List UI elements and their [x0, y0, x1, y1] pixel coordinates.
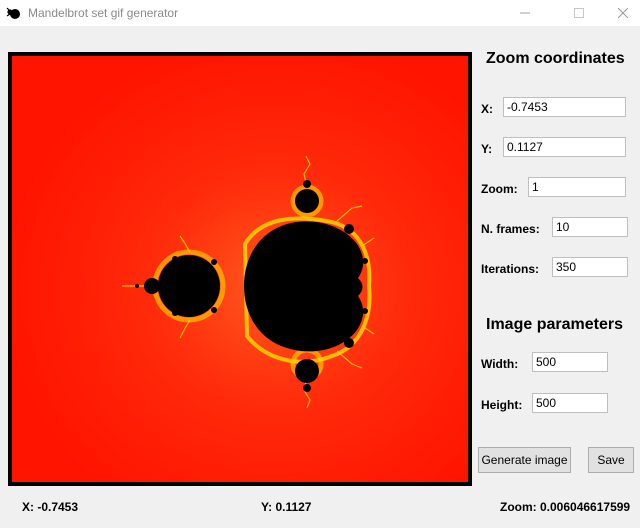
window-title: Mandelbrot set gif generator [28, 6, 179, 20]
save-button[interactable]: Save [588, 447, 634, 473]
width-input[interactable] [532, 352, 608, 372]
height-input[interactable] [532, 393, 608, 413]
height-label: Height: [481, 398, 523, 412]
iterations-input[interactable] [552, 257, 628, 277]
image-parameters-title: Image parameters [486, 316, 623, 333]
mandelbrot-canvas[interactable] [8, 52, 472, 486]
zoom-input[interactable] [528, 177, 626, 197]
status-y: Y: 0.1127 [261, 500, 312, 514]
maximize-button[interactable] [556, 0, 602, 26]
iterations-label: Iterations: [481, 262, 540, 276]
x-label: X: [481, 102, 493, 116]
y-label: Y: [481, 142, 493, 156]
status-zoom: Zoom: 0.006046617599 [500, 500, 631, 514]
bug-icon [6, 7, 20, 19]
maximize-icon [574, 8, 584, 18]
generate-image-button[interactable]: Generate image [478, 447, 571, 473]
status-x: X: -0.7453 [22, 500, 79, 514]
zoom-coordinates-title: Zoom coordinates [486, 50, 625, 67]
minimize-icon [520, 12, 530, 14]
title-bar: Mandelbrot set gif generator [0, 0, 640, 26]
x-input[interactable] [503, 97, 626, 117]
mandelbrot-image [12, 56, 468, 482]
minimize-button[interactable] [502, 0, 548, 26]
close-button[interactable] [606, 0, 640, 26]
y-input[interactable] [503, 137, 626, 157]
width-label: Width: [481, 357, 519, 371]
frames-input[interactable] [552, 217, 628, 237]
zoom-label: Zoom: [481, 182, 518, 196]
close-icon [618, 8, 628, 18]
frames-label: N. frames: [481, 222, 540, 236]
